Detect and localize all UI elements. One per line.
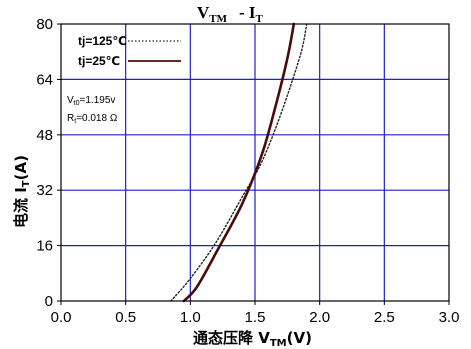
x-tick-label: 2.5 [374,309,395,326]
legend: tj=125℃ tj=25℃ [78,34,181,68]
chart-title: VTM - IT [197,3,264,25]
x-tick-label: 0.0 [51,309,72,326]
x-tick-label: 2.0 [309,309,330,326]
x-axis-label: 通态压降 VTM(V) [193,329,312,349]
x-axis-ticks: 0.0 0.5 1.0 1.5 2.0 2.5 3.0 [51,301,460,326]
y-axis-ticks: 0 16 32 48 64 80 [36,16,61,310]
annotation-vt0: Vt0=1.195v [67,95,115,107]
annotation-rt: Rt=0.018 Ω [67,113,118,125]
y-tick-label: 48 [36,127,53,144]
x-tick-label: 0.5 [115,309,136,326]
y-tick-label: 64 [36,71,53,88]
legend-label-125: tj=125℃ [78,34,127,48]
series-line-25 [182,22,296,303]
y-tick-label: 80 [36,16,53,33]
x-tick-label: 3.0 [439,309,460,326]
y-axis-label: 电流 IT(A) [12,155,32,228]
legend-label-25: tj=25℃ [78,54,120,68]
x-tick-label: 1.5 [245,309,266,326]
y-tick-label: 0 [45,293,53,310]
grid [61,24,449,301]
y-tick-label: 32 [36,182,53,199]
x-tick-label: 1.0 [180,309,201,326]
curves [170,22,308,303]
y-tick-label: 16 [36,238,53,255]
